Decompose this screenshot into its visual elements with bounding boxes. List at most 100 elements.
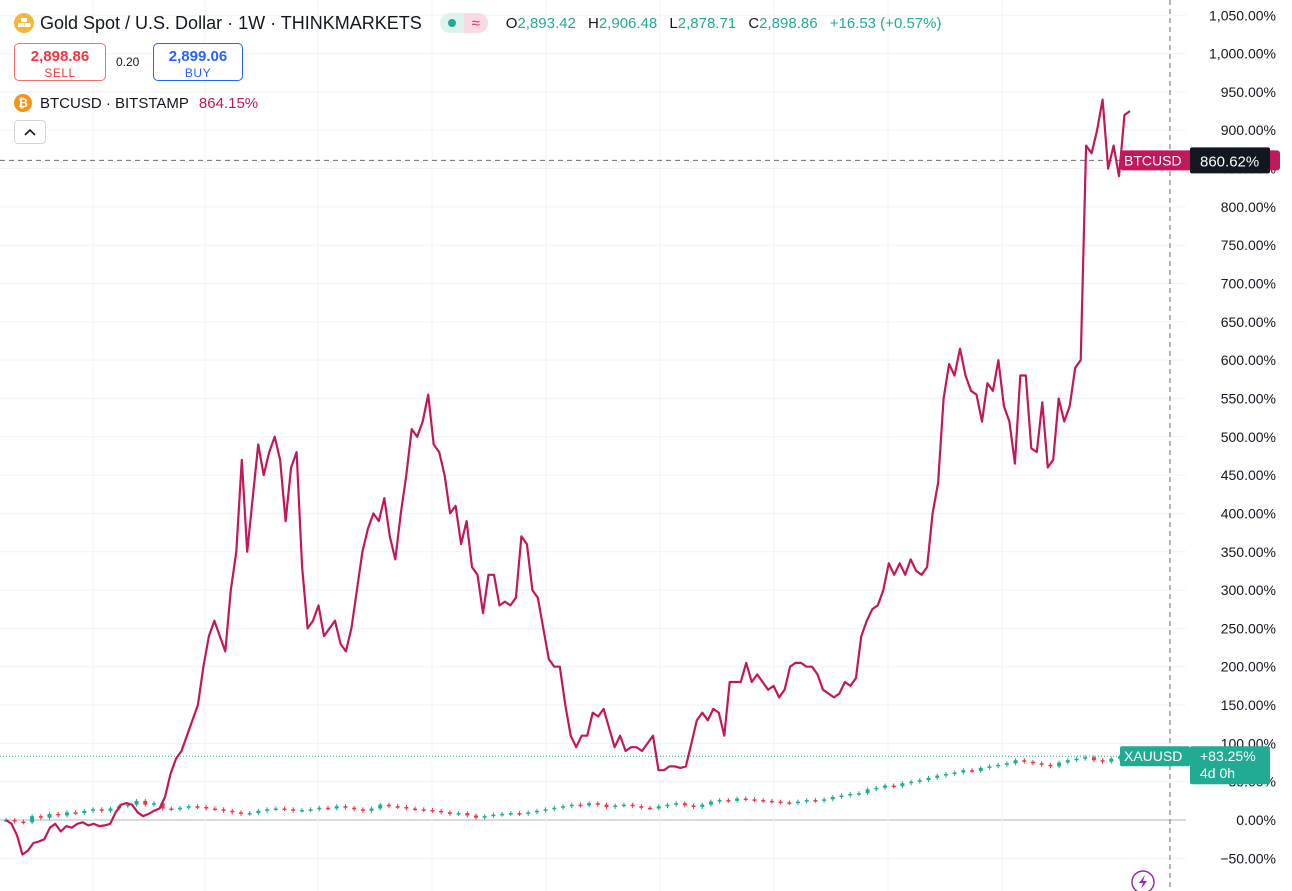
y-tick-label: 650.00% xyxy=(1221,314,1276,330)
y-tick-label: 700.00% xyxy=(1221,276,1276,292)
gold-candle xyxy=(343,806,348,808)
gold-candle xyxy=(360,809,365,811)
gold-candle xyxy=(21,821,26,824)
gold-candle xyxy=(648,807,653,810)
delayed-data-icon: ≈ xyxy=(463,13,488,33)
compare-symbol-row[interactable]: ₿ BTCUSD · BITSTAMP 864.15% xyxy=(14,93,258,113)
gold-candle xyxy=(961,770,966,773)
gold-candle xyxy=(195,806,200,808)
gold-value: +83.25% xyxy=(1200,748,1256,764)
gold-candle xyxy=(830,797,835,800)
gold-candle xyxy=(970,770,975,772)
series-layer xyxy=(4,98,1131,856)
gold-candle xyxy=(282,808,287,811)
gold-candle xyxy=(125,804,130,807)
gold-candle xyxy=(491,814,496,817)
gold-candle xyxy=(256,810,261,814)
gold-candle xyxy=(769,800,774,803)
gold-candle xyxy=(909,781,914,784)
collapse-legend-button[interactable] xyxy=(14,120,46,144)
crosshair-value-bg xyxy=(1190,147,1270,174)
y-tick-label: 500.00% xyxy=(1221,429,1276,445)
y-tick-label: 800.00% xyxy=(1221,199,1276,215)
gold-candle xyxy=(778,801,783,804)
gold-candle xyxy=(735,798,740,801)
ohlc-high-key: H xyxy=(588,14,599,32)
gold-candle xyxy=(691,805,696,807)
gold-candle xyxy=(500,813,505,816)
y-tick-label: 0.00% xyxy=(1236,812,1276,828)
gold-candle xyxy=(674,803,679,805)
gold-candle xyxy=(656,806,661,809)
gold-value-bg xyxy=(1190,746,1270,785)
y-tick-label: 150.00% xyxy=(1221,697,1276,713)
gold-candle xyxy=(1091,757,1096,761)
gold-candle xyxy=(761,800,766,802)
gold-candle xyxy=(1004,763,1009,765)
gold-candle xyxy=(212,808,217,811)
gold-candle xyxy=(1065,760,1070,763)
gold-candle xyxy=(526,812,531,814)
gold-candle xyxy=(447,812,452,814)
gold-candle xyxy=(99,809,104,811)
gold-candle xyxy=(839,795,844,798)
gold-candle xyxy=(178,807,183,810)
gold-candle xyxy=(473,815,478,818)
gold-candle xyxy=(883,785,888,788)
buy-label: BUY xyxy=(184,66,212,80)
gold-candle xyxy=(1013,760,1018,764)
buy-button[interactable]: 2,899.06 BUY xyxy=(153,43,243,81)
gold-countdown: 4d 0h xyxy=(1200,765,1235,781)
gold-candle xyxy=(1022,760,1027,762)
y-tick-label: 1,050.00% xyxy=(1209,7,1276,23)
gold-candle xyxy=(552,807,557,810)
gold-candle xyxy=(561,806,565,808)
gold-candle xyxy=(952,772,957,775)
y-tick-label: −50.00% xyxy=(1220,850,1276,866)
gold-candle xyxy=(517,813,522,815)
gold-candle xyxy=(12,820,17,822)
lightning-icon[interactable] xyxy=(1131,870,1155,891)
y-tick-label: 750.00% xyxy=(1221,237,1276,253)
gold-candle xyxy=(326,807,331,810)
gold-candle xyxy=(91,809,96,811)
gold-candle xyxy=(1057,762,1062,767)
gold-candle xyxy=(204,806,209,809)
gold-candle xyxy=(369,808,374,811)
gold-candle xyxy=(151,803,156,805)
bitcoin-icon: ₿ xyxy=(14,94,32,112)
sell-price: 2,898.86 xyxy=(30,48,90,65)
y-tick-label: 400.00% xyxy=(1221,505,1276,521)
gold-candle xyxy=(508,813,513,815)
y-tick-label: 300.00% xyxy=(1221,582,1276,598)
sell-label: SELL xyxy=(44,66,76,80)
gold-candle xyxy=(1048,764,1053,767)
gold-candle xyxy=(604,804,609,807)
gold-candle xyxy=(430,810,435,812)
sell-button[interactable]: 2,898.86 SELL xyxy=(14,43,106,81)
gold-candle xyxy=(82,810,87,814)
gold-candle xyxy=(247,813,252,815)
y-tick-label: 550.00% xyxy=(1221,390,1276,406)
market-status-dot-icon xyxy=(439,13,464,33)
gold-candle xyxy=(813,800,818,802)
gold-candle xyxy=(917,780,922,782)
btc-line xyxy=(5,98,1131,856)
gold-candle xyxy=(935,775,940,778)
gold-candle xyxy=(265,809,270,811)
gold-candle xyxy=(996,764,1001,767)
symbol-title[interactable]: Gold Spot / U.S. Dollar · 1W · THINKMARK… xyxy=(40,12,422,33)
ohlc-high-value: 2,906.48 xyxy=(598,14,658,32)
gold-candle xyxy=(630,804,635,807)
gold-candle xyxy=(822,799,827,801)
price-axis[interactable]: −50.00%0.00%50.00%100.00%150.00%200.00%2… xyxy=(1209,7,1276,866)
gold-candle xyxy=(795,801,800,804)
gold-candle xyxy=(134,800,139,805)
market-status[interactable]: ≈ xyxy=(439,13,488,33)
ohlc-low-value: 2,878.71 xyxy=(677,14,737,32)
gold-candle xyxy=(848,793,853,796)
gold-candle xyxy=(334,806,339,809)
gold-candle xyxy=(291,809,296,811)
ohlc-low-key: L xyxy=(669,14,678,32)
